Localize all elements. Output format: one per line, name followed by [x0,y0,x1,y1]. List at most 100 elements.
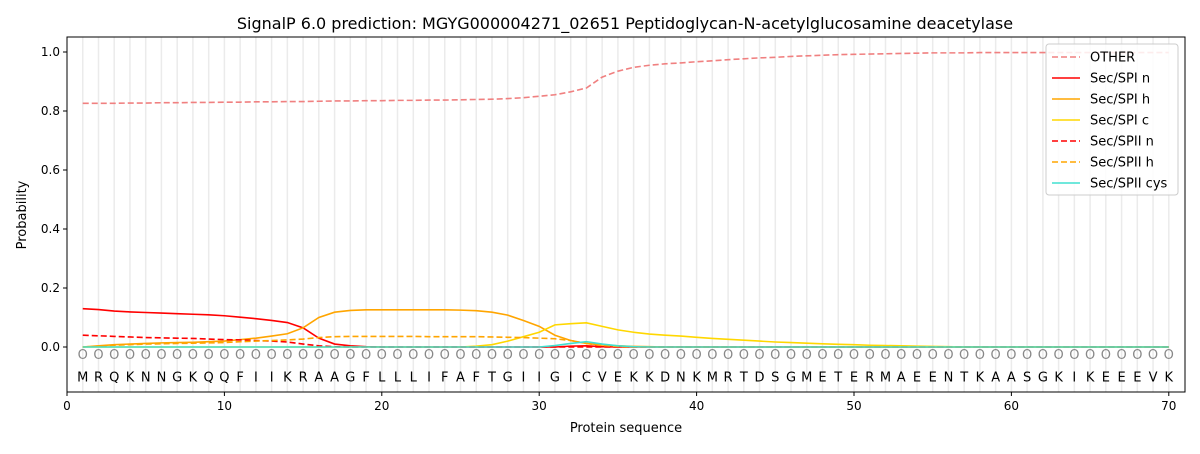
y-tick-label: 1.0 [41,45,60,59]
region-marker: O [267,348,277,363]
residue-label: E [1117,371,1125,386]
region-marker: O [754,348,764,363]
region-marker: O [534,348,544,363]
series-line-sec-spi-c [82,322,1169,348]
region-marker: O [408,348,418,363]
residue-label: E [1133,371,1141,386]
residue-label: E [850,371,858,386]
region-marker: O [550,348,560,363]
residue-label: A [330,371,339,386]
region-marker: O [1006,348,1016,363]
residue-label: Q [204,371,214,386]
residue-label: A [897,371,906,386]
residue-label: K [189,371,198,386]
region-marker: O [1101,348,1111,363]
region-marker: O [329,348,339,363]
region-marker: O [518,348,528,363]
residue-label: L [410,371,418,386]
residue-label: N [157,371,167,386]
region-marker: O [345,348,355,363]
residue-label: Q [109,371,119,386]
residue-label: E [818,371,826,386]
residue-label: K [1054,371,1063,386]
x-tick-label: 70 [1161,399,1176,413]
region-marker: O [282,348,292,363]
residue-label: N [141,371,151,386]
region-marker: O [991,348,1001,363]
residue-label: R [724,371,733,386]
residue-label: C [582,371,591,386]
region-marker: O [440,348,450,363]
residue-label: G [786,371,796,386]
y-tick-label: 0.4 [41,222,60,236]
residue-label: G [345,371,355,386]
residue-label: V [1149,371,1158,386]
y-tick-label: 0.8 [41,104,60,118]
region-marker: O [786,348,796,363]
residue-label: M [880,371,891,386]
region-marker: O [629,348,639,363]
residue-label: K [283,371,292,386]
x-tick-label: 0 [63,399,71,413]
region-marker: O [156,348,166,363]
region-marker: O [172,348,182,363]
region-marker: O [1038,348,1048,363]
plot-frame [66,36,1186,393]
residue-label: F [362,371,369,386]
region-marker: O [424,348,434,363]
region-marker: O [644,348,654,363]
y-tick-label: 0.0 [41,340,60,354]
region-marker: O [928,348,938,363]
legend-entry: Sec/SPI h [1090,93,1150,108]
region-marker: O [471,348,481,363]
region-marker: O [251,348,261,363]
residue-label: S [771,371,779,386]
x-tick-label: 10 [217,399,232,413]
residue-label: K [1165,371,1174,386]
residue-label: I [1072,371,1076,386]
residue-label: M [77,371,88,386]
x-tick-label: 30 [532,399,547,413]
region-marker: O [503,348,513,363]
region-marker: O [707,348,717,363]
residue-label: G [550,371,560,386]
region-marker: O [78,348,88,363]
region-marker: O [109,348,119,363]
region-marker: O [975,348,985,363]
residue-label: K [1086,371,1095,386]
region-marker: O [691,348,701,363]
y-tick-label: 0.2 [41,281,60,295]
legend-entry: Sec/SPII h [1090,156,1154,171]
residue-label: E [614,371,622,386]
region-marker: O [455,348,465,363]
series-line-other [82,51,1169,105]
region-marker: O [125,348,135,363]
region-marker: O [1132,348,1142,363]
residue-label: D [660,371,670,386]
legend-entry: Sec/SPI c [1090,114,1149,129]
x-axis-label: Protein sequence [570,421,682,436]
legend: OTHER Sec/SPI n Sec/SPI h Sec/SPI c Sec/SPII… [1045,43,1179,196]
residue-label: K [629,371,638,386]
region-marker: O [1116,348,1126,363]
region-marker: O [959,348,969,363]
region-marker: O [1022,348,1032,363]
residue-label: E [1102,371,1110,386]
y-tick-label: 0.6 [41,163,60,177]
region-marker: O [817,348,827,363]
region-marker: O [219,348,229,363]
region-marker: O [660,348,670,363]
residue-label: V [598,371,607,386]
residue-label: R [299,371,308,386]
region-marker: O [597,348,607,363]
legend-entry: Sec/SPII n [1090,135,1154,150]
region-marker: O [833,348,843,363]
residue-label: T [739,371,748,386]
region-marker: O [93,348,103,363]
residue-label: T [487,371,496,386]
region-marker: O [723,348,733,363]
region-marker: O [1053,348,1063,363]
residue-label: I [537,371,541,386]
region-marker: O [566,348,576,363]
